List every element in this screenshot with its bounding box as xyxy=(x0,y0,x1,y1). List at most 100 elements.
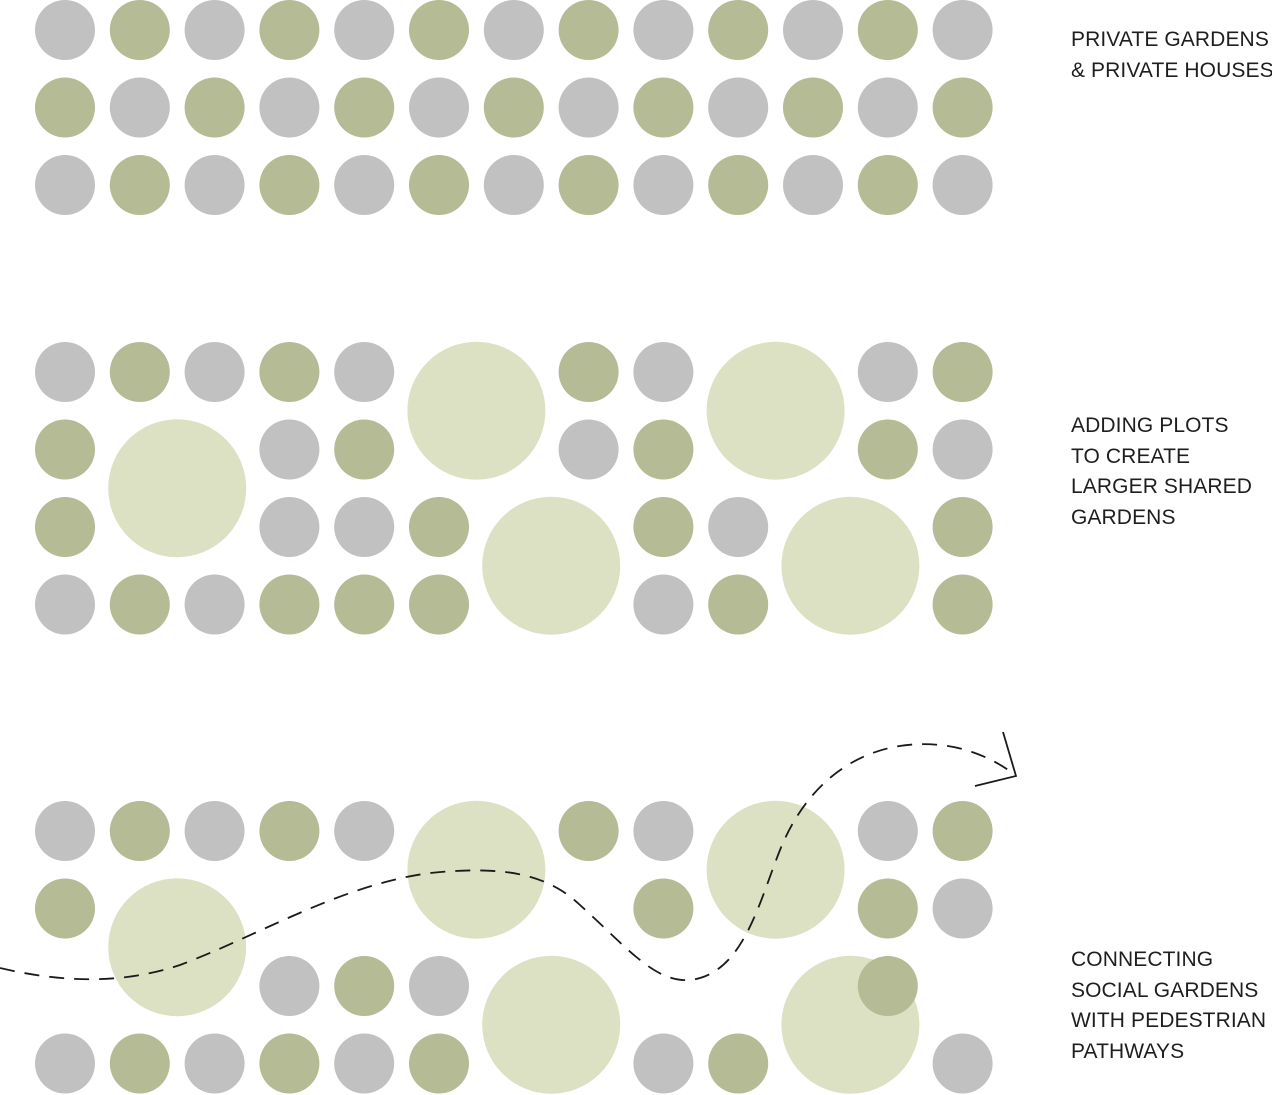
caption-line: SOCIAL GARDENS xyxy=(1071,978,1259,1002)
house-plot xyxy=(259,956,320,1016)
shared-garden-plot xyxy=(108,878,247,1017)
pathway-arrow-head xyxy=(974,731,1018,787)
caption-line: PATHWAYS xyxy=(1071,1039,1185,1063)
house-plot xyxy=(857,801,918,861)
caption-line: LARGER SHARED xyxy=(1071,475,1253,498)
private-garden-plot xyxy=(857,0,918,60)
house-plot xyxy=(35,574,95,635)
private-garden-plot xyxy=(109,801,170,861)
private-garden-plot xyxy=(633,878,694,939)
house-plot xyxy=(334,1033,395,1094)
private-garden-plot xyxy=(109,0,170,60)
shared-gardens-caption: ADDING PLOTS TO CREATE LARGER SHARED GAR… xyxy=(1071,411,1252,533)
house-plot xyxy=(184,1033,245,1094)
private-garden-plot xyxy=(259,574,320,635)
caption-line: GARDENS xyxy=(1071,505,1176,529)
house-plot xyxy=(633,1033,694,1094)
pathway-dashed-line xyxy=(0,743,1015,981)
private-garden-plot xyxy=(857,956,918,1016)
private-garden-plot xyxy=(109,342,170,402)
private-garden-plot xyxy=(259,342,320,402)
house-plot xyxy=(483,0,544,60)
shared-garden-plot xyxy=(482,496,621,635)
house-plot xyxy=(783,0,843,60)
house-plot xyxy=(334,497,395,557)
private-garden-plot xyxy=(708,155,769,215)
caption-line: CONNECTING xyxy=(1071,948,1214,971)
house-plot xyxy=(633,574,694,635)
house-plot xyxy=(409,956,469,1016)
house-plot xyxy=(558,77,619,138)
private-garden-plot xyxy=(932,574,993,635)
house-plot xyxy=(633,155,694,215)
private-garden-plot xyxy=(334,956,395,1016)
private-garden-plot xyxy=(633,419,694,480)
private-garden-plot xyxy=(783,77,843,138)
house-plot xyxy=(259,419,320,480)
house-plot xyxy=(35,0,95,60)
private-garden-plot xyxy=(558,0,619,60)
house-plot xyxy=(932,1033,993,1094)
private-garden-plot xyxy=(259,801,320,861)
private-garden-plot xyxy=(334,77,395,138)
private-garden-plot xyxy=(633,77,694,138)
house-plot xyxy=(334,155,395,215)
private-garden-plot xyxy=(259,0,320,60)
house-plot xyxy=(35,1033,95,1094)
private-gardens-panel xyxy=(35,0,993,215)
private-garden-plot xyxy=(184,77,245,138)
caption-line: TO CREATE xyxy=(1071,444,1191,468)
house-plot xyxy=(334,801,395,861)
house-plot xyxy=(184,342,245,402)
private-garden-plot xyxy=(334,419,395,480)
private-garden-plot xyxy=(259,155,320,215)
private-garden-plot xyxy=(932,342,993,402)
house-plot xyxy=(932,878,993,939)
private-garden-plot xyxy=(708,1033,769,1094)
private-garden-plot xyxy=(633,497,694,557)
caption-line: & PRIVATE HOUSES xyxy=(1071,58,1272,82)
house-plot xyxy=(184,801,245,861)
private-garden-plot xyxy=(409,1033,469,1094)
social-gardens-caption: CONNECTING SOCIAL GARDENS WITH PEDESTRIA… xyxy=(1071,945,1266,1067)
private-garden-plot xyxy=(35,77,95,138)
shared-gardens-panel xyxy=(35,341,993,635)
pedestrian-pathway xyxy=(0,731,1018,981)
house-plot xyxy=(783,155,843,215)
private-garden-plot xyxy=(558,342,619,402)
house-plot xyxy=(708,497,769,557)
private-garden-plot xyxy=(932,497,993,557)
private-garden-plot xyxy=(558,801,619,861)
house-plot xyxy=(708,77,769,138)
house-plot xyxy=(334,0,395,60)
private-garden-plot xyxy=(857,155,918,215)
private-garden-plot xyxy=(857,419,918,480)
house-plot xyxy=(857,342,918,402)
house-plot xyxy=(184,155,245,215)
house-plot xyxy=(483,155,544,215)
house-plot xyxy=(633,342,694,402)
shared-garden-plot xyxy=(407,341,546,480)
house-plot xyxy=(184,0,245,60)
house-plot xyxy=(109,77,170,138)
private-garden-plot xyxy=(932,77,993,138)
private-garden-plot xyxy=(109,574,170,635)
shared-garden-plot xyxy=(706,341,845,480)
private-garden-plot xyxy=(35,878,95,939)
house-plot xyxy=(932,419,993,480)
house-plot xyxy=(558,419,619,480)
shared-garden-plot xyxy=(407,800,546,939)
house-plot xyxy=(259,497,320,557)
private-garden-plot xyxy=(109,1033,170,1094)
private-garden-plot xyxy=(409,497,469,557)
shared-garden-plot xyxy=(706,800,845,939)
private-garden-plot xyxy=(932,801,993,861)
private-garden-plot xyxy=(409,574,469,635)
house-plot xyxy=(409,77,469,138)
private-garden-plot xyxy=(708,0,769,60)
house-plot xyxy=(334,342,395,402)
private-garden-plot xyxy=(35,419,95,480)
private-garden-plot xyxy=(334,574,395,635)
shared-garden-plot xyxy=(482,955,621,1094)
